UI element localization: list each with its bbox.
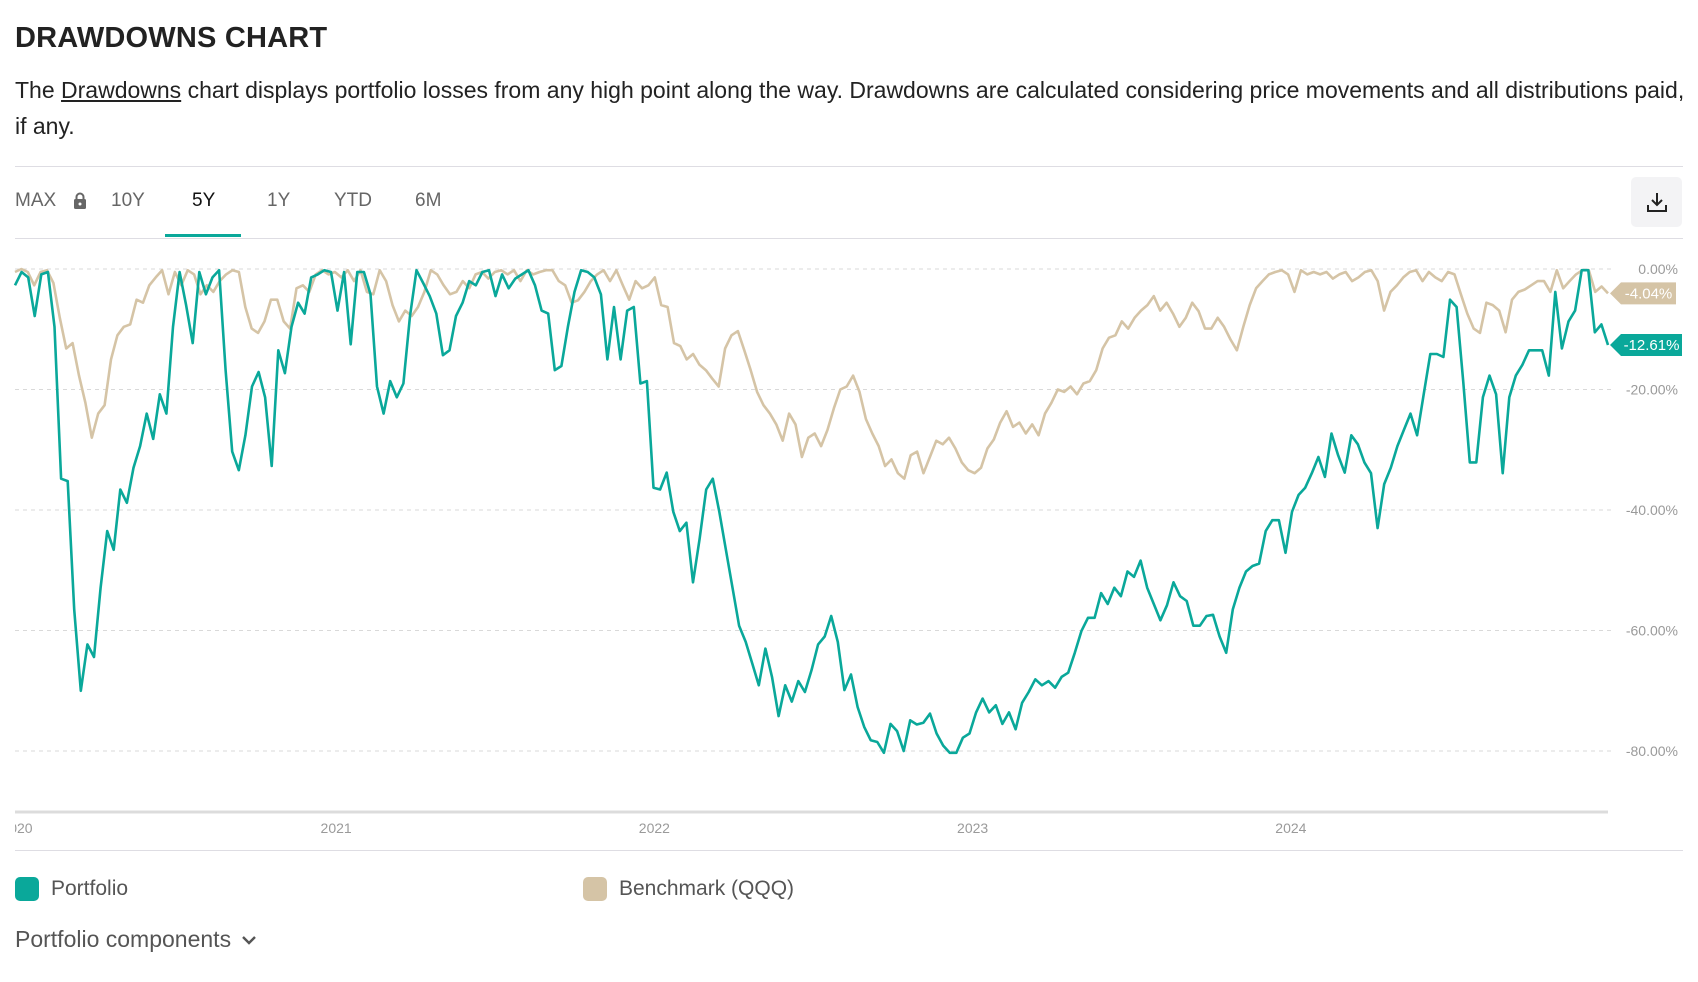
y-tick-label: -80.00% — [1626, 743, 1678, 759]
download-button[interactable] — [1631, 177, 1682, 227]
tab-5y[interactable]: 5Y — [192, 190, 216, 211]
x-tick-label: 2022 — [639, 820, 670, 836]
tab-6m[interactable]: 6M — [415, 190, 442, 211]
divider — [15, 238, 1683, 239]
x-tick-label: 2021 — [321, 820, 352, 836]
legend-portfolio-label: Portfolio — [51, 877, 129, 900]
tab-max[interactable]: MAX — [15, 190, 57, 211]
legend-benchmark[interactable]: Benchmark (QQQ) — [583, 877, 794, 901]
description-text: chart displays portfolio losses from any… — [15, 77, 1685, 139]
tab-10y[interactable]: 10Y — [111, 190, 145, 211]
description-text: The — [15, 77, 62, 103]
legend-portfolio[interactable]: Portfolio — [15, 877, 128, 901]
download-icon — [1646, 193, 1667, 212]
benchmark-badge — [1610, 282, 1676, 305]
x-tick-label: 2020 — [1, 820, 32, 836]
benchmark-line — [14, 267, 1609, 481]
benchmark-badge-label: -4.04% — [1625, 285, 1673, 302]
benchmark-swatch — [583, 877, 607, 901]
chart-description: The Drawdowns chart displays portfolio l… — [15, 72, 1685, 144]
tab-ytd[interactable]: YTD — [334, 190, 372, 211]
active-tab-indicator — [165, 234, 241, 237]
portfolio-components-toggle[interactable]: Portfolio components — [15, 926, 257, 953]
x-tick-label: 2024 — [1275, 820, 1306, 836]
drawdowns-chart: 0.00% -20.00% -40.00% -60.00% -80.00% 2020 20… — [1, 261, 1682, 836]
portfolio-components-label: Portfolio components — [15, 926, 232, 952]
portfolio-line — [13, 268, 1610, 755]
y-tick-label: 0.00% — [1638, 261, 1678, 277]
portfolio-swatch — [15, 877, 39, 901]
y-tick-label: -40.00% — [1626, 502, 1678, 518]
tab-1y[interactable]: 1Y — [267, 190, 291, 211]
y-tick-label: -20.00% — [1626, 382, 1678, 398]
portfolio-badge-label: -12.61% — [1624, 337, 1680, 354]
portfolio-badge — [1610, 333, 1682, 356]
page-title: DRAWDOWNS CHART — [15, 22, 328, 54]
lock-icon — [73, 192, 87, 214]
divider — [15, 850, 1683, 851]
x-tick-label: 2023 — [957, 820, 988, 836]
y-tick-label: -60.00% — [1626, 623, 1678, 639]
legend-benchmark-label: Benchmark (QQQ) — [619, 877, 795, 900]
divider — [15, 166, 1683, 167]
chevron-down-icon — [242, 935, 256, 945]
drawdowns-link[interactable]: Drawdowns — [61, 77, 182, 103]
